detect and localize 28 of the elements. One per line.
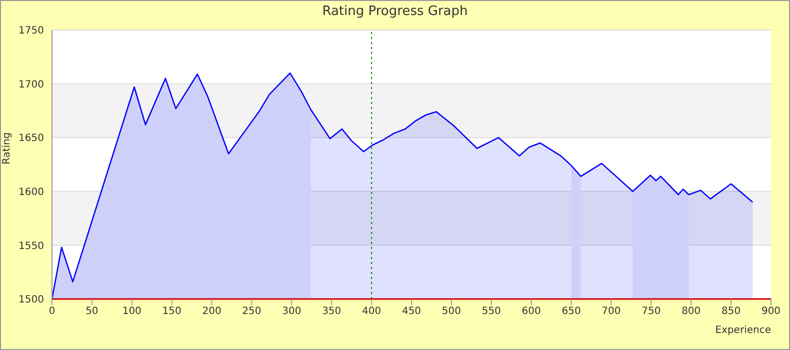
- x-tick-label: 450: [402, 306, 422, 318]
- y-tick-label: 1750: [18, 26, 44, 37]
- x-tick-label: 650: [562, 306, 581, 318]
- x-tick-label: 350: [322, 306, 342, 318]
- x-tick-label: 250: [242, 306, 262, 318]
- x-tick-label: 400: [362, 306, 382, 318]
- y-tick-label: 1500: [18, 294, 44, 306]
- x-tick-label: 800: [682, 306, 701, 318]
- x-tick-label: 100: [122, 306, 142, 318]
- x-tick-label: 50: [86, 306, 98, 318]
- x-tick-label: 0: [48, 306, 56, 318]
- x-tick-label: 300: [282, 306, 302, 318]
- x-tick-label: 550: [482, 306, 501, 318]
- y-tick-label: 1550: [18, 240, 44, 252]
- x-tick-label: 600: [522, 306, 541, 318]
- y-tick-label: 1650: [18, 133, 44, 144]
- y-tick-label: 1700: [18, 79, 44, 90]
- x-tick-label: 850: [722, 306, 741, 318]
- x-tick-label: 500: [442, 306, 461, 318]
- chart-title: Rating Progress Graph: [321, 4, 469, 19]
- x-axis-title: Experience: [715, 325, 771, 336]
- x-tick-label: 700: [602, 306, 621, 318]
- x-tick-label: 150: [162, 306, 182, 318]
- x-tick-label: 900: [761, 306, 781, 318]
- x-tick-label: 750: [642, 306, 661, 318]
- y-axis-title: Rating: [2, 132, 13, 164]
- y-tick-label: 1600: [18, 186, 44, 198]
- x-tick-label: 200: [202, 306, 222, 318]
